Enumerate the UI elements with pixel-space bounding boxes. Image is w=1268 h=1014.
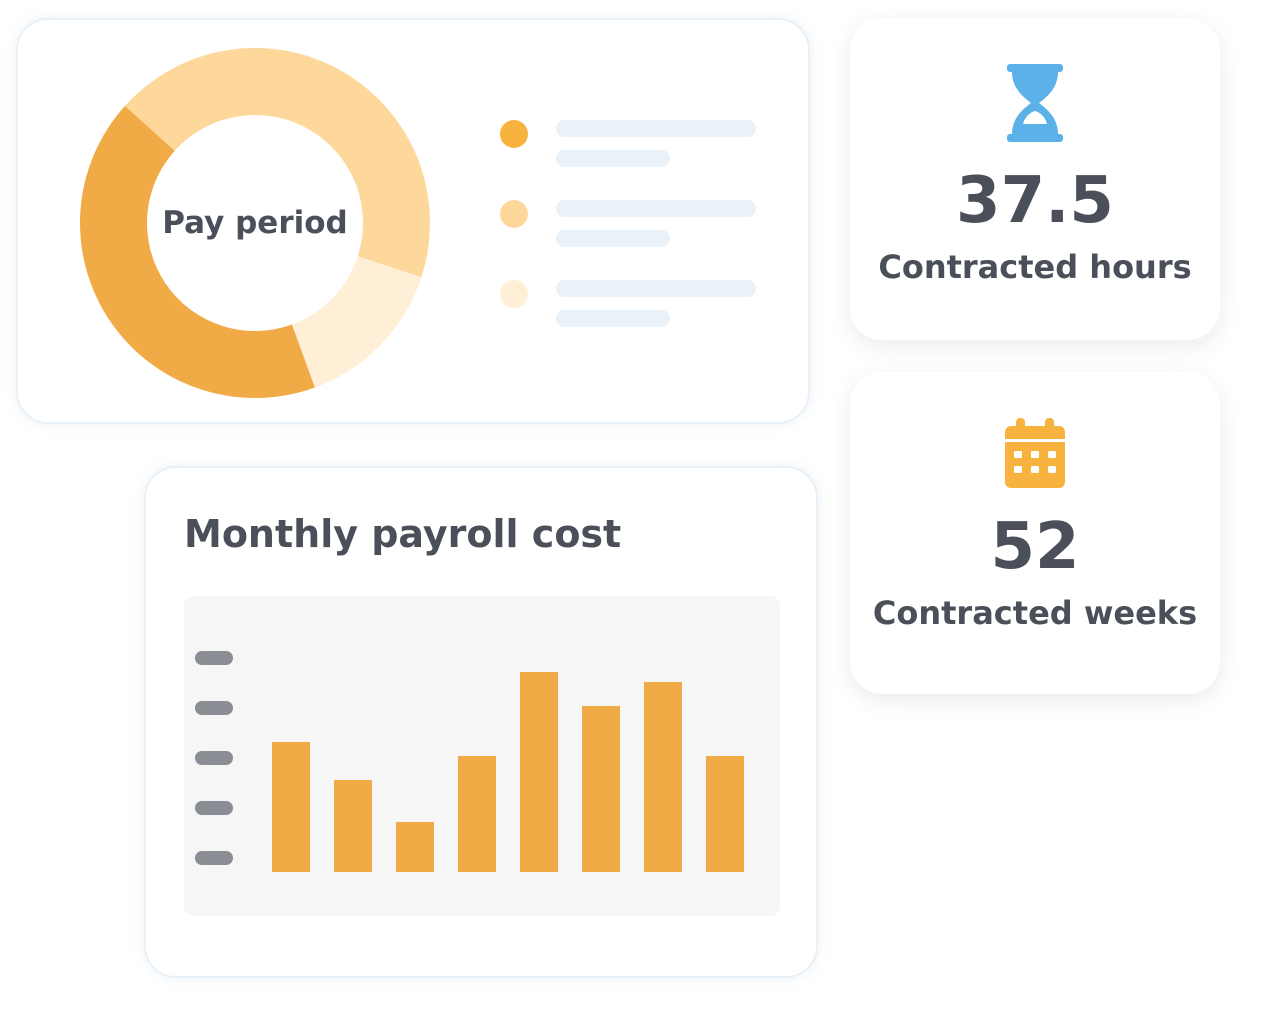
donut-segment-light (291, 256, 422, 388)
contracted-weeks-card: 52 Contracted weeks (850, 372, 1220, 694)
hourglass-icon (1007, 64, 1063, 142)
bar-6 (582, 706, 620, 872)
donut-segment-dark (80, 105, 315, 398)
bar-7 (644, 682, 682, 872)
legend-line-3-short (556, 310, 670, 327)
y-tick-placeholder (195, 701, 233, 715)
payroll-bar-chart (195, 651, 744, 872)
pay-period-card: Pay period (16, 18, 810, 424)
calendar-icon (1005, 418, 1065, 488)
donut-segment-mid (124, 48, 430, 278)
contracted-hours-label: Contracted hours (878, 248, 1192, 286)
pay-period-label: Pay period (162, 205, 348, 241)
legend-line-1-long (556, 120, 756, 137)
y-tick-placeholder (195, 751, 233, 765)
bar-1 (272, 742, 310, 872)
y-tick-placeholder (195, 651, 233, 665)
payroll-bar-chart-area (184, 596, 780, 916)
bar-5 (520, 672, 558, 872)
bar-2 (334, 780, 372, 872)
monthly-payroll-title: Monthly payroll cost (184, 512, 622, 556)
legend-line-2-short (556, 230, 670, 247)
contracted-hours-value: 37.5 (956, 164, 1114, 238)
legend-dot-3 (500, 280, 528, 308)
legend-line-2-long (556, 200, 756, 217)
legend-dot-1 (500, 120, 528, 148)
monthly-payroll-card: Monthly payroll cost (144, 466, 818, 978)
contracted-weeks-label: Contracted weeks (872, 594, 1198, 632)
legend-dot-2 (500, 200, 528, 228)
contracted-hours-card: 37.5 Contracted hours (850, 18, 1220, 340)
bar-8 (706, 756, 744, 872)
pay-period-donut-chart (80, 48, 430, 398)
legend-line-3-long (556, 280, 756, 297)
y-tick-placeholder (195, 851, 233, 865)
y-tick-placeholder (195, 801, 233, 815)
bar-4 (458, 756, 496, 872)
contracted-weeks-value: 52 (990, 510, 1080, 584)
legend-line-1-short (556, 150, 670, 167)
bar-3 (396, 822, 434, 872)
